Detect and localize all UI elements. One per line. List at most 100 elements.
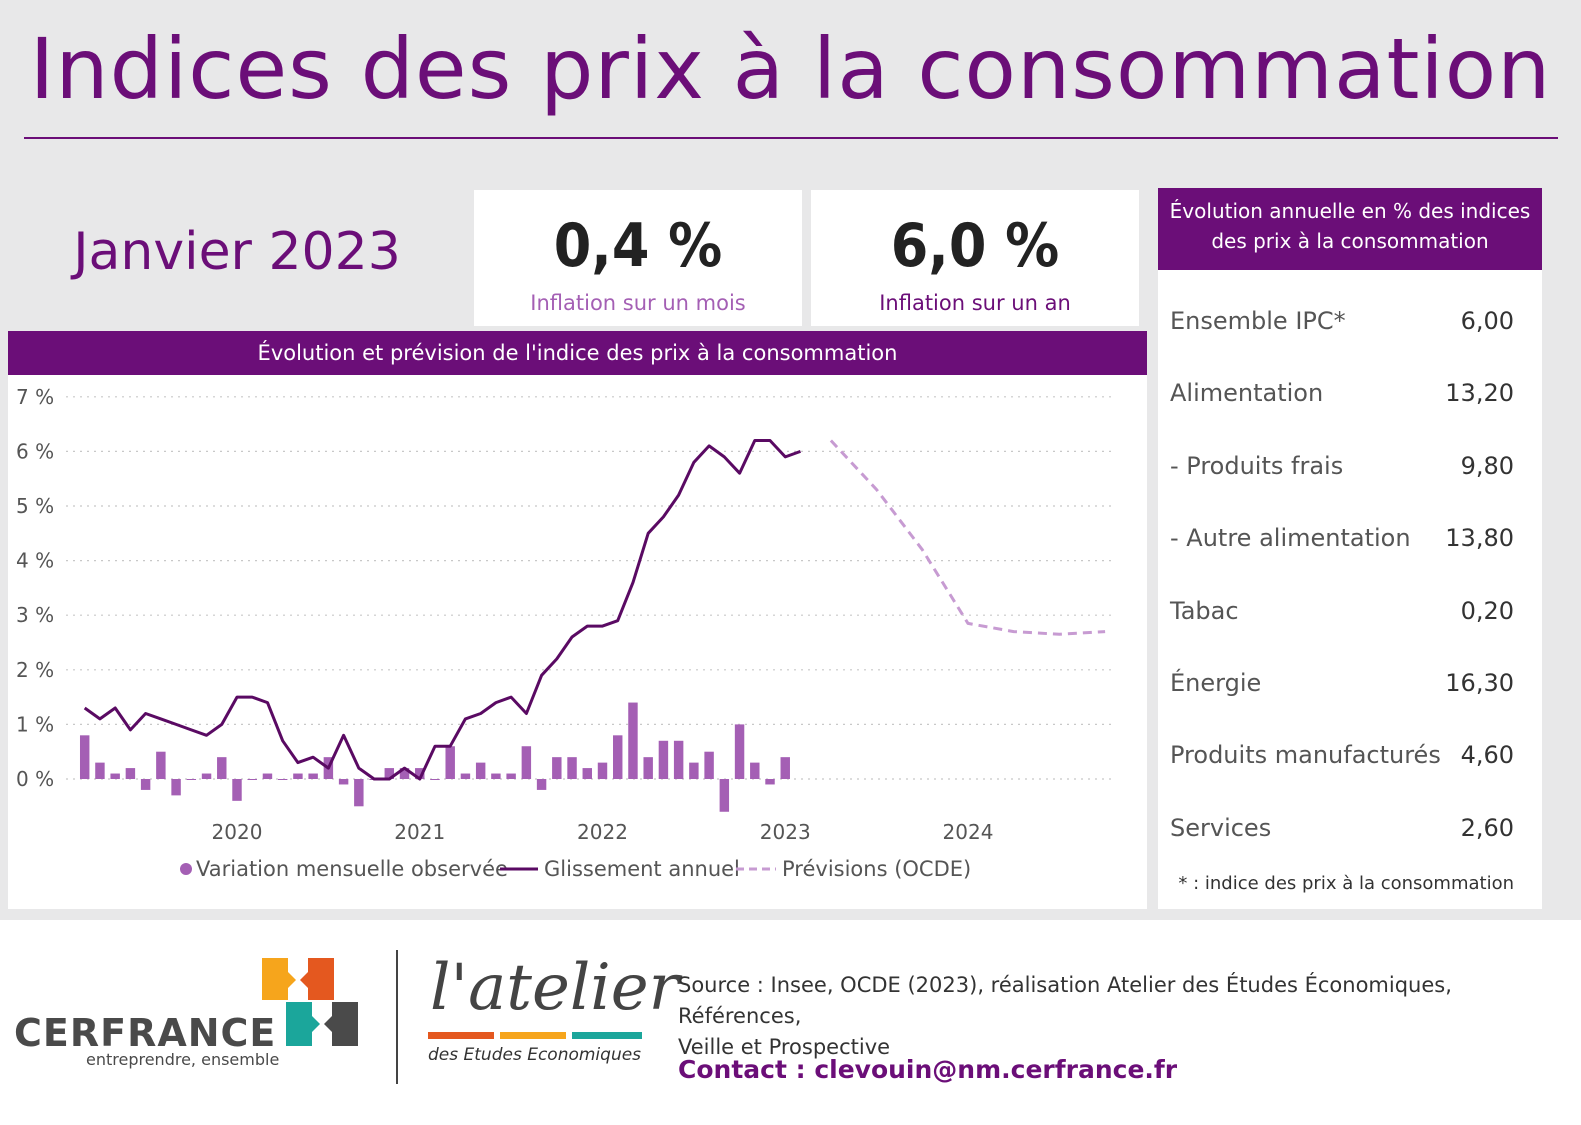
page-title: Indices des prix à la consommation [29,20,1552,118]
bar-monthly-variation [750,762,760,779]
bar-monthly-variation [597,762,608,779]
title-underline [24,137,1558,139]
line-annual-change [83,439,802,781]
legend-label-monthly: Variation mensuelle observée [196,857,508,881]
cpi-chart: 0 % 1 % 2 % 3 % 4 % 5 % 6 % 7 % 2020 2021 2022 2023… [16,385,1112,881]
bar-monthly-variation [521,746,532,779]
cerfrance-wordmark: CERFRANCE [14,1011,277,1055]
cerfrance-logo: CERFRANCE entreprendre, ensemble [14,958,364,1078]
table-row-label: Ensemble IPC* [1170,307,1346,335]
table-panel: Évolution annuelle en % des indices des … [1158,188,1542,909]
table-row-label: - Autre alimentation [1170,524,1411,553]
bar-monthly-variation [171,779,181,796]
y-tick-label: 6 % [16,439,54,463]
bar-monthly-variation [338,779,349,785]
x-tick-label: 2020 [212,820,263,844]
bar-monthly-variation [552,757,562,779]
table-row-value: 0,20 [1460,596,1514,625]
bar-monthly-variation [308,773,318,779]
bar-monthly-variation [110,773,120,779]
bar-monthly-variation [293,773,303,779]
kpi-label-annual: Inflation sur un an [879,291,1071,315]
bar-monthly-variation [262,773,273,779]
bar-monthly-variation [765,779,775,785]
table-row-value: 13,20 [1445,379,1514,408]
bar-monthly-variation [217,757,227,779]
x-tick-label: 2022 [577,820,628,844]
bar-monthly-variation [475,762,486,779]
table-row-label: - Produits frais [1170,451,1344,480]
table-row-value: 13,80 [1445,524,1514,553]
table-row-label: Produits manufacturés [1170,741,1441,770]
bar-monthly-variation [719,779,730,812]
line-forecast [829,439,1106,636]
footer-divider [396,950,398,1084]
table-row: - Autre alimentation 13,80 [1158,518,1542,558]
bar-monthly-variation [445,746,455,779]
x-tick-label: 2023 [760,820,811,844]
source-text: Source : Insee, OCDE (2023), réalisation… [678,970,1558,1063]
bar-monthly-variation [186,779,197,780]
bar-monthly-variation [780,757,790,779]
table-row: Services 2,60 [1158,808,1542,848]
bar-monthly-variation [506,773,516,779]
bar-monthly-variation [277,779,288,780]
cerfrance-mark-icon [262,958,358,1046]
table-header: Évolution annuelle en % des indices des … [1158,188,1542,270]
source-line-2: Veille et Prospective [678,1035,891,1059]
bar-monthly-variation [689,762,699,779]
kpi-card-monthly: 0,4 % Inflation sur un mois [474,190,802,326]
atelier-wordmark: l'atelier [430,951,680,1025]
legend-marker-monthly [180,863,192,875]
chart-title: Évolution et prévision de l'indice des p… [8,331,1147,375]
bar-monthly-variation [658,740,669,779]
source-line-1: Source : Insee, OCDE (2023), réalisation… [678,973,1452,1028]
bar-monthly-variation [232,779,242,801]
table-row: Produits manufacturés 4,60 [1158,735,1542,775]
legend-label-forecast: Prévisions (OCDE) [782,857,971,881]
table-row: Ensemble IPC* 6,00 [1158,301,1542,341]
x-tick-label: 2021 [394,820,445,844]
bar-monthly-variation [734,724,745,779]
bar-monthly-variation [460,773,471,779]
table-row-value: 16,30 [1445,669,1514,697]
legend-label-annual: Glissement annuel [544,857,740,881]
bar-monthly-variation [628,702,638,779]
cerfrance-tagline: entreprendre, ensemble [86,1050,280,1069]
bar-monthly-variation [399,768,410,779]
bar-monthly-variation [140,779,151,790]
bar-monthly-variation [704,751,714,779]
bar-monthly-variation [79,735,90,779]
y-tick-label: 4 % [16,549,54,573]
table-row: Tabac 0,20 [1158,591,1542,631]
table-footnote: * : indice des prix à la consommation [1178,873,1514,894]
bar-monthly-variation [415,768,425,779]
bar-monthly-variation [430,779,440,780]
bar-monthly-variation [536,779,547,790]
atelier-color-bars-icon [428,1032,642,1039]
bar-monthly-variation [567,757,577,779]
y-tick-label: 3 % [16,603,54,627]
atelier-logo: l'atelier des Etudes Economiques [428,948,679,1078]
table-row-value: 9,80 [1460,451,1514,480]
bar-monthly-variation [247,779,257,780]
atelier-tagline: des Etudes Economiques [428,1045,642,1065]
table-row: Alimentation 13,20 [1158,373,1542,413]
contact-link[interactable]: Contact : clevouin@nm.cerfrance.fr [678,1055,1178,1084]
table-row-value: 6,00 [1460,307,1514,335]
bar-monthly-variation [613,735,623,779]
y-tick-label: 7 % [16,385,54,409]
bar-monthly-variation [95,762,105,779]
kpi-label-monthly: Inflation sur un mois [530,291,746,315]
kpi-card-annual: 6,0 % Inflation sur un an [811,190,1139,326]
kpi-value-annual: 6,0 % [890,211,1060,281]
bar-monthly-variation [643,757,653,779]
kpi-value-monthly: 0,4 % [553,211,723,281]
bar-monthly-variation [673,740,684,779]
table-row-value: 4,60 [1460,741,1514,770]
table-row-label: Énergie [1170,669,1262,697]
x-tick-label: 2024 [943,820,994,844]
table-row-label: Tabac [1170,596,1239,625]
bar-monthly-variation [491,773,501,779]
table-row-value: 2,60 [1460,813,1514,842]
